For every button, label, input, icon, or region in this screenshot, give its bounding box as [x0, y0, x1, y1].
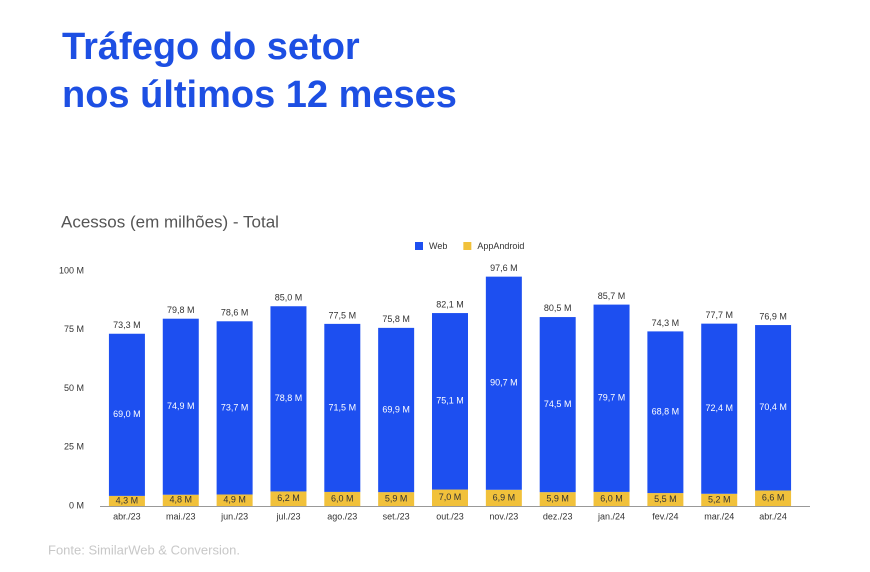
bar-segment — [108, 333, 145, 496]
legend-swatch — [415, 242, 423, 250]
bar-segment — [701, 493, 738, 506]
value-label: 5,9 M — [546, 493, 569, 503]
bar-segment — [593, 491, 630, 506]
total-label: 77,7 M — [705, 310, 733, 320]
bar-segment — [485, 489, 522, 506]
value-label: 71,5 M — [329, 402, 357, 412]
y-tick-label: 25 M — [64, 442, 84, 452]
total-label: 76,9 M — [759, 312, 787, 322]
value-label: 6,0 M — [331, 493, 354, 503]
bar-segment — [324, 491, 361, 506]
value-label: 6,0 M — [600, 493, 623, 503]
total-label: 82,1 M — [436, 299, 464, 309]
bar-segment — [216, 494, 253, 506]
total-label: 97,6 M — [490, 263, 518, 273]
value-label: 70,4 M — [759, 402, 787, 412]
total-label: 78,6 M — [221, 308, 249, 318]
value-label: 5,2 M — [708, 494, 731, 504]
bar-segment — [378, 327, 415, 493]
value-label: 6,6 M — [762, 493, 785, 503]
total-label: 73,3 M — [113, 320, 141, 330]
heading-line: nos últimos 12 meses — [62, 74, 457, 116]
y-tick-label: 75 M — [64, 324, 84, 334]
value-label: 69,9 M — [382, 404, 410, 414]
bar-segment — [593, 304, 630, 492]
bar-segment — [378, 492, 415, 506]
x-tick-label: jan./24 — [597, 511, 625, 521]
value-label: 68,8 M — [652, 407, 680, 417]
value-label: 6,9 M — [493, 492, 516, 502]
y-tick-label: 100 M — [59, 265, 84, 275]
heading-line: Tráfego do setor — [62, 26, 360, 68]
legend-label: AppAndroid — [477, 241, 524, 251]
value-label: 75,1 M — [436, 396, 464, 406]
x-tick-label: set./23 — [383, 511, 410, 521]
total-label: 80,5 M — [544, 303, 572, 313]
total-label: 75,8 M — [382, 314, 410, 324]
bar-segment — [270, 491, 307, 506]
bar-segment — [701, 323, 738, 494]
value-label: 5,9 M — [385, 493, 408, 503]
bar-segment — [755, 490, 792, 506]
value-label: 69,0 M — [113, 409, 141, 419]
total-label: 79,8 M — [167, 305, 195, 315]
x-tick-label: abr./24 — [759, 511, 787, 521]
bar-segment — [485, 276, 522, 490]
value-label: 72,4 M — [705, 403, 733, 413]
bar-segment — [539, 317, 576, 493]
bar-segment — [216, 321, 253, 495]
x-tick-label: out./23 — [436, 511, 464, 521]
legend-label: Web — [429, 241, 447, 251]
value-label: 6,2 M — [277, 493, 300, 503]
bar-segment — [755, 325, 792, 491]
value-label: 74,9 M — [167, 401, 195, 411]
bar-segment — [162, 318, 199, 495]
total-label: 77,5 M — [329, 310, 357, 320]
source: Fonte: SimilarWeb & Conversion. — [48, 542, 240, 557]
value-label: 4,3 M — [116, 495, 139, 505]
value-label: 5,5 M — [654, 494, 677, 504]
value-label: 4,9 M — [223, 495, 246, 505]
x-tick-label: ago./23 — [327, 511, 357, 521]
x-tick-label: fev./24 — [652, 511, 678, 521]
value-label: 4,8 M — [170, 495, 193, 505]
bar-segment — [647, 493, 684, 506]
value-label: 79,7 M — [598, 393, 626, 403]
value-label: 78,8 M — [275, 393, 303, 403]
x-tick-label: abr./23 — [113, 511, 141, 521]
bar-segment — [432, 313, 468, 490]
value-label: 90,7 M — [490, 378, 518, 388]
total-label: 85,7 M — [598, 291, 626, 301]
bar-segment — [162, 494, 199, 506]
total-label: 85,0 M — [275, 293, 303, 303]
value-label: 74,5 M — [544, 399, 572, 409]
bar-segment — [108, 495, 145, 506]
bar-segment — [324, 323, 361, 492]
value-label: 7,0 M — [439, 492, 462, 502]
y-tick-label: 0 M — [69, 500, 84, 510]
x-tick-label: mar./24 — [704, 511, 734, 521]
x-tick-label: mai./23 — [166, 511, 196, 521]
y-tick-label: 50 M — [64, 383, 84, 393]
bar-segment — [432, 489, 468, 506]
bar-segment — [270, 306, 307, 492]
x-tick-label: nov./23 — [489, 511, 518, 521]
x-tick-label: dez./23 — [543, 511, 573, 521]
legend-swatch — [463, 242, 472, 250]
x-tick-label: jun./23 — [220, 511, 248, 521]
x-tick-label: jul./23 — [275, 511, 300, 521]
total-label: 74,3 M — [652, 318, 680, 328]
chart-title: Acessos (em milhões) - Total — [61, 212, 279, 231]
value-label: 73,7 M — [221, 402, 249, 412]
bar-segment — [647, 331, 684, 494]
bar-segment — [539, 492, 576, 506]
